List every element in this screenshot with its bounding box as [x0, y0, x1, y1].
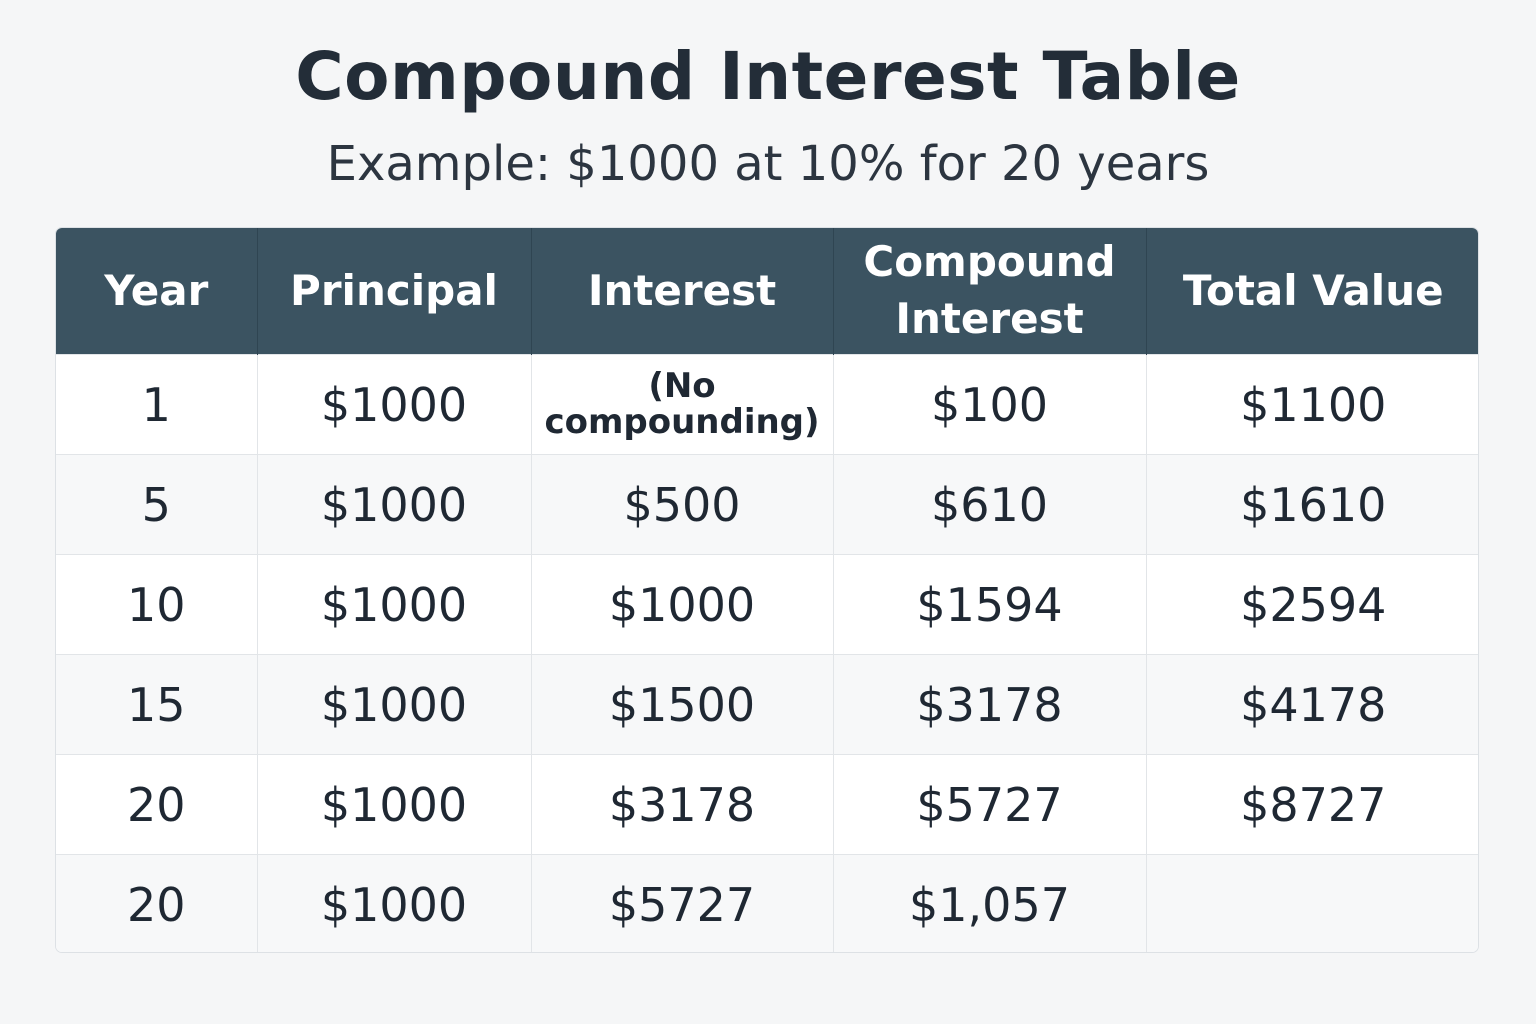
cell-year: 1 — [56, 354, 257, 455]
cell-compound-interest: $610 — [832, 454, 1146, 555]
cell-compound-interest: $1,057 — [832, 854, 1146, 952]
table-row: 20 $1000 $3178 $5727 $8727 — [56, 754, 1478, 855]
cell-compound-interest: $1594 — [832, 554, 1146, 655]
table-row: 5 $1000 $500 $610 $1610 — [56, 454, 1478, 555]
cell-principal: $1000 — [256, 354, 531, 455]
page-subtitle: Example: $1000 at 10% for 20 years — [326, 136, 1210, 192]
cell-interest: $3178 — [530, 754, 833, 855]
column-header-interest: Interest — [530, 228, 833, 355]
cell-compound-interest: $3178 — [832, 654, 1146, 755]
cell-year: 20 — [56, 854, 257, 952]
interest-table-container: Year Principal Interest Compound Interes… — [55, 227, 1479, 953]
column-header-compound-interest: Compound Interest — [832, 228, 1146, 355]
cell-year: 10 — [56, 554, 257, 655]
cell-year: 20 — [56, 754, 257, 855]
table-row: 20 $1000 $5727 $1,057 — [56, 854, 1478, 952]
cell-interest: (No compounding) — [530, 354, 833, 455]
table-header-row: Year Principal Interest Compound Interes… — [56, 228, 1478, 355]
cell-total-value — [1145, 854, 1478, 952]
cell-principal: $1000 — [256, 854, 531, 952]
cell-interest: $1000 — [530, 554, 833, 655]
table-row: 1 $1000 (No compounding) $100 $1100 — [56, 354, 1478, 455]
cell-total-value: $8727 — [1145, 754, 1478, 855]
cell-principal: $1000 — [256, 654, 531, 755]
cell-principal: $1000 — [256, 454, 531, 555]
cell-compound-interest: $100 — [832, 354, 1146, 455]
column-header-year: Year — [56, 228, 257, 355]
cell-total-value: $4178 — [1145, 654, 1478, 755]
cell-interest: $5727 — [530, 854, 833, 952]
cell-interest: $1500 — [530, 654, 833, 755]
cell-total-value: $2594 — [1145, 554, 1478, 655]
table-row: 10 $1000 $1000 $1594 $2594 — [56, 554, 1478, 655]
cell-principal: $1000 — [256, 554, 531, 655]
cell-year: 15 — [56, 654, 257, 755]
column-header-principal: Principal — [256, 228, 531, 355]
page-title: Compound Interest Table — [295, 38, 1241, 115]
cell-total-value: $1610 — [1145, 454, 1478, 555]
cell-interest: $500 — [530, 454, 833, 555]
cell-compound-interest: $5727 — [832, 754, 1146, 855]
table-row: 15 $1000 $1500 $3178 $4178 — [56, 654, 1478, 755]
cell-total-value: $1100 — [1145, 354, 1478, 455]
cell-year: 5 — [56, 454, 257, 555]
cell-principal: $1000 — [256, 754, 531, 855]
column-header-total-value: Total Value — [1145, 228, 1478, 355]
compound-interest-table: Year Principal Interest Compound Interes… — [56, 228, 1478, 952]
